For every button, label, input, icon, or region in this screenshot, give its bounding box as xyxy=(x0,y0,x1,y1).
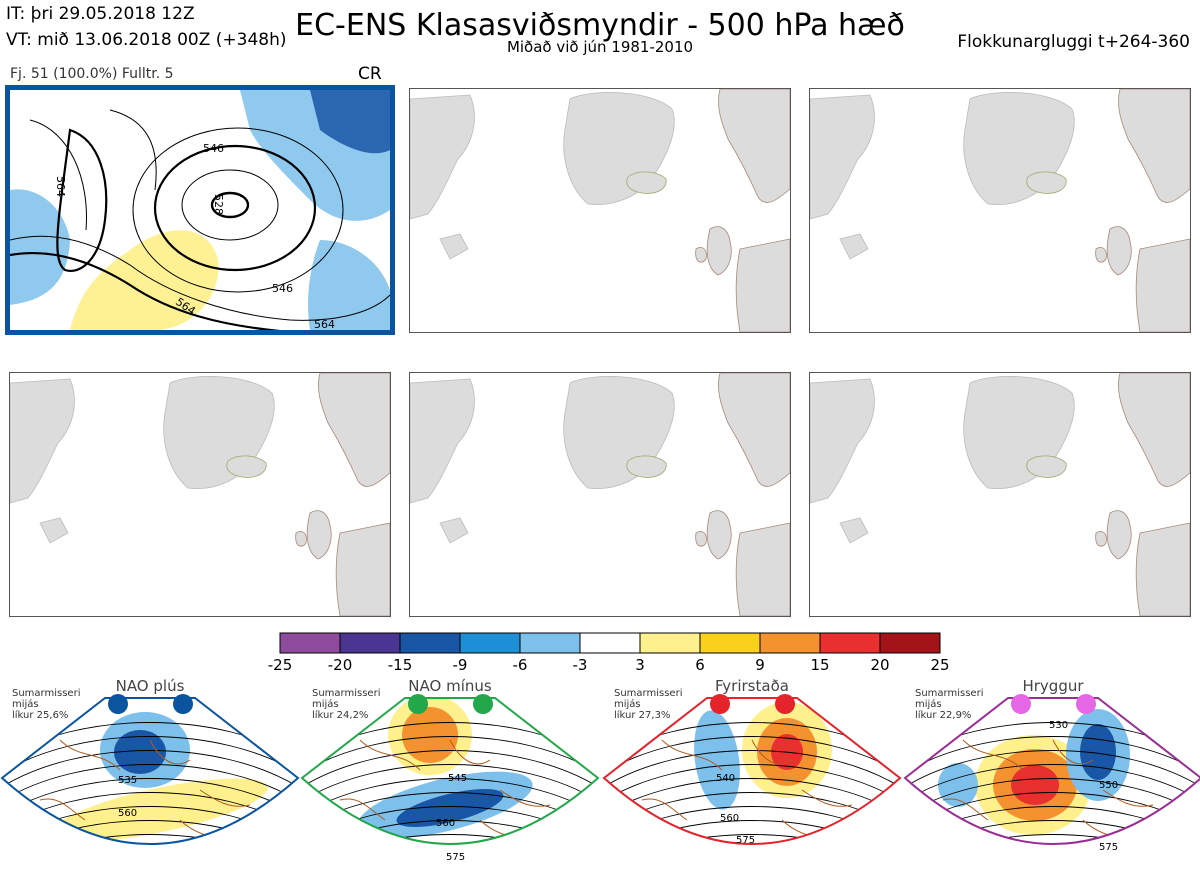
cluster-panel-5[interactable] xyxy=(409,372,791,617)
contour-label: 564 xyxy=(314,318,335,331)
colorbar-segment xyxy=(459,632,521,654)
regime-title: Hryggur xyxy=(1022,677,1084,695)
colorbar-tick-label: -6 xyxy=(512,656,528,674)
cluster-panel-4[interactable] xyxy=(9,372,391,617)
colorbar-tick-label: -15 xyxy=(387,656,413,674)
colorbar xyxy=(279,632,941,654)
panel-info: Fj. 51 (100.0%) Fulltr. 5 xyxy=(10,66,174,82)
regime-panel: 545 560 575 xyxy=(300,680,600,870)
regime-note: Sumarmisseri mijás líkur 22,9% xyxy=(915,688,984,721)
colorbar-segment xyxy=(759,632,821,654)
cluster-panel-2[interactable] xyxy=(409,88,791,333)
regime-panel: 540 560 575 xyxy=(602,680,902,870)
regime-contour-label: 530 xyxy=(1049,720,1069,731)
colorbar-segment xyxy=(519,632,581,654)
cluster-map-1 xyxy=(10,90,390,330)
empty-map-4 xyxy=(10,373,390,616)
regime-note: Sumarmisseri mijás líkur 25,6% xyxy=(12,688,81,721)
cluster-panel-1[interactable]: 546 528 546 564 564 564 xyxy=(5,85,395,335)
panel-code: CR xyxy=(358,64,382,84)
contour-label: 528 xyxy=(212,194,225,215)
initial-time: IT: þri 29.05.2018 12Z xyxy=(6,4,195,24)
colorbar-tick-label: 6 xyxy=(695,656,705,674)
regime-panel: 535 560 xyxy=(0,680,300,870)
colorbar-tick-label: -9 xyxy=(452,656,468,674)
page-title: EC-ENS Klasasviðsmyndir - 500 hPa hæð xyxy=(295,8,905,43)
regime-contour-label: 545 xyxy=(448,773,468,784)
regime-note: Sumarmisseri mijás líkur 27,3% xyxy=(614,688,683,721)
colorbar-segment xyxy=(339,632,401,654)
regime-panel: 530 550 575 xyxy=(903,680,1200,870)
classification-window: Flokkunargluggi t+264-360 xyxy=(957,32,1190,52)
colorbar-segment xyxy=(699,632,761,654)
regime-map xyxy=(300,694,600,845)
regime-contour-label: 560 xyxy=(436,818,456,829)
valid-time: VT: mið 13.06.2018 00Z (+348h) xyxy=(6,30,287,50)
regime-contour-label: 535 xyxy=(118,775,138,786)
empty-map-5 xyxy=(410,373,790,616)
regime-title: NAO plús xyxy=(115,677,185,695)
regime-map xyxy=(602,694,902,845)
empty-map-6 xyxy=(810,373,1190,616)
colorbar-segment xyxy=(399,632,461,654)
contour-label: 546 xyxy=(272,282,293,295)
regime-map xyxy=(903,694,1200,845)
colorbar-segment xyxy=(279,632,341,654)
regime-title: NAO mínus xyxy=(408,677,492,695)
regime-contour-label: 550 xyxy=(1099,780,1119,791)
regime-contour-label: 575 xyxy=(1099,842,1119,853)
regime-contour-label: 560 xyxy=(720,813,740,824)
regime-contour-label: 575 xyxy=(736,835,756,846)
colorbar-tick-label: -3 xyxy=(572,656,588,674)
cluster-panel-3[interactable] xyxy=(809,88,1191,333)
colorbar-tick-label: 15 xyxy=(810,656,830,674)
colorbar-segment xyxy=(579,632,641,654)
regime-contour-label: 560 xyxy=(118,808,138,819)
colorbar-segment xyxy=(879,632,941,654)
empty-map-3 xyxy=(810,89,1190,332)
colorbar-segment xyxy=(819,632,881,654)
contour-label: 546 xyxy=(203,142,224,155)
page-subtitle: Miðað við jún 1981-2010 xyxy=(506,38,694,56)
colorbar-tick-label: -20 xyxy=(327,656,353,674)
empty-map-2 xyxy=(410,89,790,332)
colorbar-tick-label: -25 xyxy=(267,656,293,674)
colorbar-segment xyxy=(639,632,701,654)
regime-title: Fyrirstaða xyxy=(715,677,789,695)
colorbar-tick-label: 3 xyxy=(635,656,645,674)
colorbar-tick-label: 20 xyxy=(870,656,890,674)
colorbar-tick-label: 25 xyxy=(930,656,950,674)
cluster-panel-6[interactable] xyxy=(809,372,1191,617)
regime-contour-label: 540 xyxy=(716,773,736,784)
colorbar-tick-label: 9 xyxy=(755,656,765,674)
regime-note: Sumarmisseri mijás líkur 24,2% xyxy=(312,688,381,721)
contour-label: 564 xyxy=(54,176,67,197)
regime-contour-label: 575 xyxy=(446,852,466,863)
regime-map xyxy=(0,694,300,845)
